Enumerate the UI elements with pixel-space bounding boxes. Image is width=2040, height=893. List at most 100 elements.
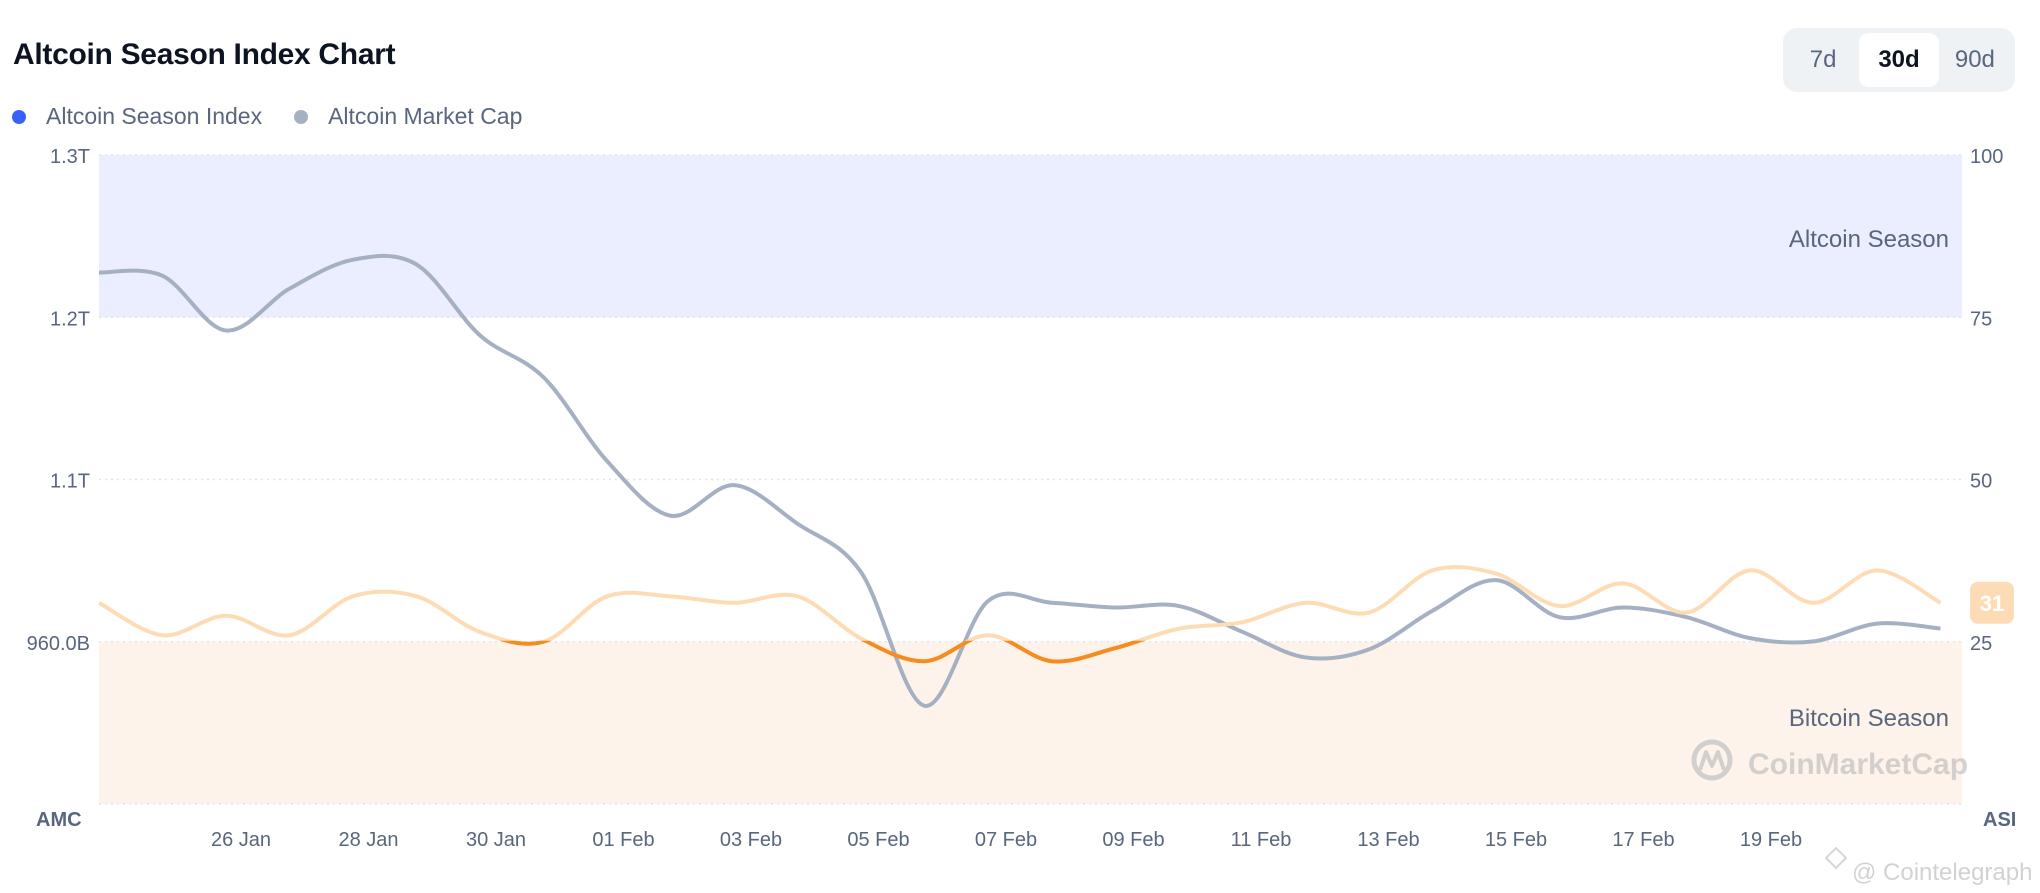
x-axis-tick-label: 26 Jan	[211, 829, 271, 851]
market-cap-data-point[interactable]	[350, 257, 356, 263]
left-axis-tick-label: 1.1T	[50, 471, 90, 493]
right-axis-tick-label: 25	[1970, 633, 1992, 655]
market-cap-data-point[interactable]	[858, 569, 864, 575]
asi-data-point[interactable]	[1239, 619, 1245, 625]
asi-data-point[interactable]	[160, 632, 166, 638]
market-cap-data-point[interactable]	[795, 521, 801, 527]
left-axis-tick-label: 960.0B	[27, 633, 90, 655]
market-cap-data-point[interactable]	[1747, 635, 1753, 641]
series-line-altcoin-market-cap	[98, 253, 1941, 708]
x-axis-tick-label: 09 Feb	[1102, 829, 1164, 851]
market-cap-data-point[interactable]	[1430, 608, 1436, 614]
asi-data-point[interactable]	[1366, 610, 1372, 616]
asi-data-point[interactable]	[1303, 600, 1309, 606]
asi-data-point[interactable]	[477, 629, 483, 635]
asi-data-point[interactable]	[1557, 603, 1563, 609]
market-cap-data-point[interactable]	[223, 328, 229, 334]
market-cap-data-point[interactable]	[1239, 629, 1245, 635]
market-cap-data-point[interactable]	[541, 374, 547, 380]
chart-title: Altcoin Season Index Chart	[13, 38, 396, 71]
range-90d-button[interactable]: 90d	[1954, 46, 1995, 73]
asi-data-point[interactable]	[795, 593, 801, 599]
market-cap-data-point[interactable]	[1049, 600, 1055, 606]
legend-item-asi[interactable]: Altcoin Season Index	[12, 103, 262, 130]
asi-data-point[interactable]	[1747, 567, 1753, 573]
coinmarketcap-watermark-text: CoinMarketCap	[1748, 748, 1968, 781]
market-cap-data-point[interactable]	[477, 332, 483, 338]
asi-data-point[interactable]	[1811, 600, 1817, 606]
market-cap-data-point[interactable]	[1620, 605, 1626, 611]
x-axis-tick-label: 17 Feb	[1612, 829, 1674, 851]
asi-data-point[interactable]	[541, 639, 547, 645]
legend-dot-icon	[294, 109, 309, 124]
asi-data-point[interactable]	[985, 632, 991, 638]
x-axis-tick-label: 11 Feb	[1231, 829, 1292, 851]
x-axis-tick-label: 19 Feb	[1740, 829, 1802, 851]
x-axis-tick-label: 13 Feb	[1357, 829, 1419, 851]
asi-data-point[interactable]	[350, 593, 356, 599]
asi-data-point[interactable]	[96, 600, 102, 606]
market-cap-data-point[interactable]	[414, 262, 420, 268]
market-cap-data-point[interactable]	[1493, 577, 1499, 583]
asi-data-point[interactable]	[287, 632, 293, 638]
market-cap-data-point[interactable]	[287, 286, 293, 292]
asi-data-point[interactable]	[1493, 571, 1499, 577]
right-axis-tick-label: 100	[1970, 146, 2003, 168]
asi-data-point[interactable]	[1430, 567, 1436, 573]
cointelegraph-watermark-text: @ Cointelegraph	[1852, 859, 2032, 886]
asi-data-point[interactable]	[1874, 567, 1880, 573]
asi-data-point[interactable]	[858, 636, 864, 642]
asi-data-point[interactable]	[668, 593, 674, 599]
market-cap-data-point[interactable]	[1938, 625, 1944, 631]
bitcoin-season-label: Bitcoin Season	[1789, 705, 1949, 732]
market-cap-data-point[interactable]	[1366, 646, 1372, 652]
altcoin-season-band	[99, 155, 1962, 318]
asi-data-point[interactable]	[1620, 580, 1626, 586]
legend-item-market-cap[interactable]: Altcoin Market Cap	[294, 103, 522, 130]
market-cap-data-point[interactable]	[985, 598, 991, 604]
current-value-text: 31	[1980, 591, 2004, 616]
market-cap-data-point[interactable]	[1557, 614, 1563, 620]
asi-data-point[interactable]	[1176, 626, 1182, 632]
asi-data-point[interactable]	[1112, 645, 1118, 651]
market-cap-data-point[interactable]	[1811, 638, 1817, 644]
asi-data-point[interactable]	[414, 593, 420, 599]
market-cap-data-point[interactable]	[1112, 605, 1118, 611]
right-axis-tick-label: 75	[1970, 308, 1992, 330]
asi-data-point[interactable]	[922, 658, 928, 664]
market-cap-data-point[interactable]	[668, 513, 674, 519]
market-cap-data-point[interactable]	[96, 270, 102, 276]
right-axis-name: ASI	[1983, 809, 2016, 831]
left-axis-tick-label: 1.2T	[50, 308, 90, 330]
asi-data-point[interactable]	[731, 600, 737, 606]
market-cap-data-point[interactable]	[1303, 654, 1309, 660]
legend-label: Altcoin Season Index	[46, 103, 263, 129]
asi-data-point[interactable]	[1049, 658, 1055, 664]
x-axis-tick-label: 30 Jan	[466, 829, 526, 851]
series-line-asi-below-25	[499, 640, 1146, 664]
range-30d-button[interactable]: 30d	[1859, 33, 1939, 87]
x-axis-tick-label: 15 Feb	[1485, 829, 1547, 851]
bitcoin-season-band	[99, 641, 1962, 804]
x-axis-tick-label: 28 Jan	[338, 829, 398, 851]
market-cap-data-point[interactable]	[731, 482, 737, 488]
current-value-badge: 31	[1970, 581, 2014, 624]
market-cap-data-point[interactable]	[922, 703, 928, 709]
market-cap-data-point[interactable]	[1176, 603, 1182, 609]
market-cap-data-point[interactable]	[1684, 614, 1690, 620]
asi-data-point[interactable]	[604, 593, 610, 599]
x-axis-tick-label: 03 Feb	[720, 829, 782, 851]
cointelegraph-watermark: @ Cointelegraph	[1824, 846, 2032, 886]
asi-data-point[interactable]	[223, 613, 229, 619]
market-cap-data-point[interactable]	[1874, 621, 1880, 627]
time-range-selector: 7d 30d 90d	[1783, 28, 2015, 92]
range-7d-button[interactable]: 7d	[1809, 46, 1837, 73]
market-cap-data-point[interactable]	[160, 273, 166, 279]
x-axis-tick-label: 01 Feb	[592, 829, 654, 851]
left-axis-tick-label: 1.3T	[50, 146, 90, 168]
legend: Altcoin Season Index Altcoin Market Cap	[12, 103, 554, 130]
x-axis-tick-label: 05 Feb	[847, 829, 909, 851]
market-cap-data-point[interactable]	[604, 458, 610, 464]
asi-data-point[interactable]	[1938, 600, 1944, 606]
